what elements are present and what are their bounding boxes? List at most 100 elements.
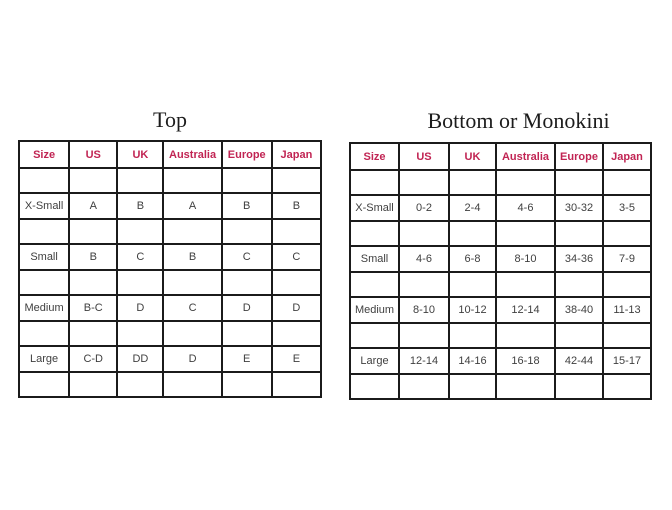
column-header-japan: Japan bbox=[602, 142, 652, 171]
empty-cell bbox=[116, 218, 165, 245]
empty-cell bbox=[602, 169, 652, 196]
size-label-cell: X-Small bbox=[17, 192, 71, 220]
value-cell: B bbox=[270, 192, 323, 220]
value-cell: 3-5 bbox=[602, 194, 652, 222]
empty-cell bbox=[17, 371, 71, 398]
empty-cell bbox=[349, 322, 400, 349]
value-cell: A bbox=[162, 192, 223, 220]
value-cell: 38-40 bbox=[554, 296, 604, 324]
empty-cell bbox=[162, 218, 223, 245]
empty-cell bbox=[220, 320, 273, 347]
value-cell: 16-18 bbox=[495, 347, 556, 375]
value-cell: C bbox=[220, 243, 273, 271]
spacer-row bbox=[349, 169, 652, 196]
spacer-row bbox=[17, 218, 323, 245]
empty-cell bbox=[602, 322, 652, 349]
column-header-size: Size bbox=[349, 142, 400, 171]
table-row: X-Small 0-2 2-4 4-6 30-32 3-5 bbox=[349, 194, 652, 222]
size-label-cell: Small bbox=[349, 245, 400, 273]
empty-cell bbox=[116, 167, 165, 194]
value-cell: C bbox=[162, 294, 223, 322]
table-row: X-Small A B A B B bbox=[17, 192, 323, 220]
empty-cell bbox=[220, 218, 273, 245]
value-cell: 6-8 bbox=[448, 245, 497, 273]
value-cell: 8-10 bbox=[495, 245, 556, 273]
size-label-cell: Small bbox=[17, 243, 71, 271]
empty-cell bbox=[17, 167, 71, 194]
empty-cell bbox=[220, 371, 273, 398]
value-cell: 2-4 bbox=[448, 194, 497, 222]
spacer-row bbox=[17, 167, 323, 194]
value-cell: 4-6 bbox=[495, 194, 556, 222]
empty-cell bbox=[448, 322, 497, 349]
column-header-australia: Australia bbox=[495, 142, 556, 171]
value-cell: D bbox=[116, 294, 165, 322]
value-cell: B-C bbox=[68, 294, 119, 322]
value-cell: 12-14 bbox=[495, 296, 556, 324]
value-cell: A bbox=[68, 192, 119, 220]
empty-cell bbox=[554, 322, 604, 349]
table-header-row: Size US UK Australia Europe Japan bbox=[17, 140, 323, 169]
size-label-cell: Medium bbox=[17, 294, 71, 322]
value-cell: C bbox=[116, 243, 165, 271]
empty-cell bbox=[270, 167, 323, 194]
column-header-size: Size bbox=[17, 140, 71, 169]
empty-cell bbox=[495, 271, 556, 298]
spacer-row bbox=[349, 373, 652, 400]
empty-cell bbox=[448, 169, 497, 196]
column-header-us: US bbox=[398, 142, 450, 171]
column-header-uk: UK bbox=[116, 140, 165, 169]
empty-cell bbox=[554, 373, 604, 400]
empty-cell bbox=[349, 169, 400, 196]
empty-cell bbox=[448, 373, 497, 400]
empty-cell bbox=[602, 373, 652, 400]
empty-cell bbox=[116, 320, 165, 347]
empty-cell bbox=[220, 269, 273, 296]
bottom-table-title: Bottom or Monokini bbox=[427, 108, 610, 133]
empty-cell bbox=[68, 320, 119, 347]
empty-cell bbox=[68, 371, 119, 398]
value-cell: E bbox=[270, 345, 323, 373]
column-header-europe: Europe bbox=[554, 142, 604, 171]
empty-cell bbox=[554, 271, 604, 298]
empty-cell bbox=[17, 218, 71, 245]
column-header-us: US bbox=[68, 140, 119, 169]
size-label-cell: Large bbox=[17, 345, 71, 373]
empty-cell bbox=[398, 322, 450, 349]
spacer-row bbox=[349, 322, 652, 349]
empty-cell bbox=[17, 320, 71, 347]
empty-cell bbox=[398, 169, 450, 196]
value-cell: 14-16 bbox=[448, 347, 497, 375]
empty-cell bbox=[448, 220, 497, 247]
value-cell: 42-44 bbox=[554, 347, 604, 375]
empty-cell bbox=[495, 373, 556, 400]
top-size-table: Size US UK Australia Europe Japan X-Smal… bbox=[17, 140, 323, 398]
empty-cell bbox=[448, 271, 497, 298]
empty-cell bbox=[68, 269, 119, 296]
table-row: Small B C B C C bbox=[17, 243, 323, 271]
empty-cell bbox=[162, 269, 223, 296]
column-header-japan: Japan bbox=[270, 140, 323, 169]
size-label-cell: Medium bbox=[349, 296, 400, 324]
top-table-title: Top bbox=[153, 107, 187, 132]
value-cell: 11-13 bbox=[602, 296, 652, 324]
empty-cell bbox=[220, 167, 273, 194]
empty-cell bbox=[162, 371, 223, 398]
table-header-row: Size US UK Australia Europe Japan bbox=[349, 142, 652, 171]
value-cell: D bbox=[162, 345, 223, 373]
empty-cell bbox=[162, 167, 223, 194]
empty-cell bbox=[349, 271, 400, 298]
value-cell: 4-6 bbox=[398, 245, 450, 273]
value-cell: 0-2 bbox=[398, 194, 450, 222]
table-row: Medium 8-10 10-12 12-14 38-40 11-13 bbox=[349, 296, 652, 324]
empty-cell bbox=[398, 373, 450, 400]
size-label-cell: X-Small bbox=[349, 194, 400, 222]
value-cell: B bbox=[162, 243, 223, 271]
empty-cell bbox=[495, 220, 556, 247]
empty-cell bbox=[495, 169, 556, 196]
spacer-row bbox=[17, 371, 323, 398]
empty-cell bbox=[116, 371, 165, 398]
spacer-row bbox=[349, 271, 652, 298]
table-row: Small 4-6 6-8 8-10 34-36 7-9 bbox=[349, 245, 652, 273]
